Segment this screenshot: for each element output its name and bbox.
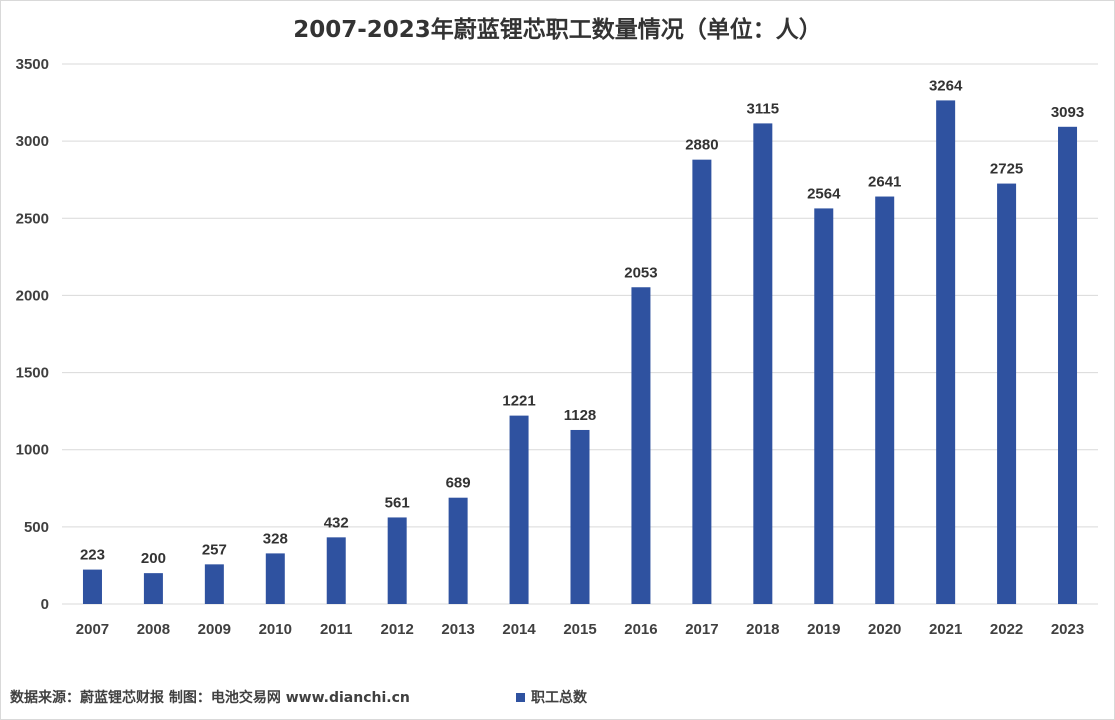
data-label: 2641 — [868, 174, 901, 191]
bar — [631, 287, 651, 604]
x-tick-label: 2017 — [685, 621, 718, 638]
y-tick-label: 1500 — [16, 365, 49, 382]
data-label: 2053 — [624, 264, 657, 281]
y-tick-label: 0 — [41, 596, 49, 613]
source-note: 数据来源：蔚蓝锂芯财报 制图：电池交易网 www.dianchi.cn — [10, 690, 410, 706]
x-tick-label: 2008 — [137, 621, 170, 638]
x-tick-label: 2021 — [929, 621, 962, 638]
data-label: 3264 — [929, 77, 963, 94]
x-tick-label: 2020 — [868, 621, 901, 638]
x-tick-label: 2022 — [990, 621, 1023, 638]
data-label: 2725 — [990, 161, 1023, 178]
data-label: 2564 — [807, 185, 841, 202]
legend-swatch — [516, 692, 525, 702]
x-tick-label: 2019 — [807, 621, 840, 638]
bar — [82, 569, 102, 604]
x-tick-label: 2010 — [259, 621, 292, 638]
x-tick-label: 2009 — [198, 621, 231, 638]
data-label: 689 — [446, 475, 471, 492]
bar — [448, 497, 468, 604]
bar — [509, 415, 529, 604]
x-tick-label: 2007 — [76, 621, 109, 638]
y-tick-label: 2500 — [16, 210, 49, 227]
bar — [692, 159, 712, 604]
bar — [1058, 126, 1078, 605]
bar — [570, 429, 590, 604]
bar — [814, 208, 834, 604]
x-tick-label: 2015 — [563, 621, 596, 638]
data-label: 257 — [202, 541, 227, 558]
bar — [936, 100, 956, 604]
x-tick-label: 2023 — [1051, 621, 1084, 638]
bar — [204, 564, 224, 604]
bar — [997, 183, 1017, 605]
chart-title: 2007-2023年蔚蓝锂芯职工数量情况（单位：人） — [293, 17, 822, 43]
data-label: 561 — [385, 494, 410, 511]
data-label: 200 — [141, 550, 166, 567]
x-tick-label: 2012 — [380, 621, 413, 638]
x-axis-ticks: 2007 2008 2009 2010 2011 2012 2013 2014 2015 2016… — [76, 621, 1084, 638]
bar — [326, 537, 346, 604]
y-tick-label: 3000 — [16, 133, 49, 150]
x-tick-label: 2013 — [441, 621, 474, 638]
bar — [143, 573, 163, 604]
data-label: 223 — [80, 547, 105, 564]
data-label: 432 — [324, 514, 349, 531]
data-label: 3093 — [1051, 104, 1084, 121]
bar-series — [82, 100, 1078, 605]
data-label: 3115 — [747, 100, 780, 117]
y-axis-ticks: 0 500 1000 1500 2000 2500 3000 3500 — [16, 56, 49, 613]
x-tick-label: 2016 — [624, 621, 657, 638]
legend: 职工总数 — [516, 687, 587, 707]
bar — [387, 517, 407, 604]
x-tick-label: 2011 — [320, 621, 353, 638]
bar — [265, 553, 285, 604]
x-tick-label: 2018 — [746, 621, 779, 638]
y-tick-label: 2000 — [16, 287, 49, 304]
y-tick-label: 500 — [24, 519, 49, 536]
legend-label: 职工总数 — [531, 690, 587, 706]
bar — [875, 196, 895, 604]
bar — [753, 123, 773, 605]
y-tick-label: 3500 — [16, 56, 49, 73]
data-label: 328 — [263, 530, 288, 547]
y-tick-label: 1000 — [16, 442, 49, 459]
data-labels: 223 200 257 328 432 561 689 1221 1128 2053 2880 311… — [80, 77, 1084, 567]
data-label: 2880 — [685, 137, 718, 154]
x-tick-label: 2014 — [502, 621, 536, 638]
data-label: 1128 — [564, 407, 597, 424]
data-label: 1221 — [502, 393, 535, 410]
